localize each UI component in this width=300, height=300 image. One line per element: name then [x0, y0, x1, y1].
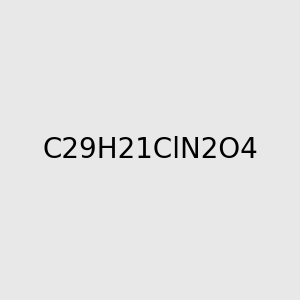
Text: C29H21ClN2O4: C29H21ClN2O4 [42, 136, 258, 164]
